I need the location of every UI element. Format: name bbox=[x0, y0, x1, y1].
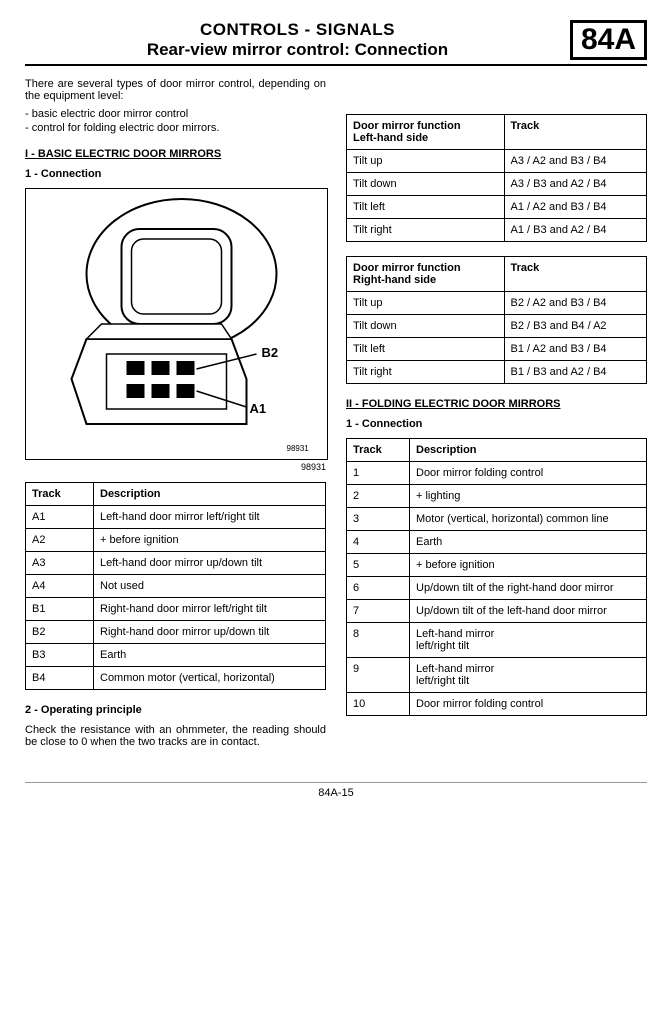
section2-head: II - FOLDING ELECTRIC DOOR MIRRORS bbox=[346, 398, 647, 410]
sub1-1: 1 - Connection bbox=[25, 168, 326, 180]
table-row: Tilt rightB1 / B3 and A2 / B4 bbox=[347, 361, 647, 384]
table-row: Tilt downA3 / B3 and A2 / B4 bbox=[347, 173, 647, 196]
table-row: 10Door mirror folding control bbox=[347, 693, 647, 716]
table-row: 2+ lighting bbox=[347, 485, 647, 508]
table-row: A4Not used bbox=[26, 575, 326, 598]
table-row: B2Right-hand door mirror up/down tilt bbox=[26, 621, 326, 644]
fold-h1: Track bbox=[347, 439, 410, 462]
header-titles: CONTROLS - SIGNALS Rear-view mirror cont… bbox=[25, 20, 570, 60]
table-row: Tilt upB2 / A2 and B3 / B4 bbox=[347, 292, 647, 315]
table-row: 3Motor (vertical, horizontal) common lin… bbox=[347, 508, 647, 531]
table-row: Tilt leftB1 / A2 and B3 / B4 bbox=[347, 338, 647, 361]
left-column: There are several types of door mirror c… bbox=[25, 78, 326, 752]
intro-text: There are several types of door mirror c… bbox=[25, 78, 326, 102]
section-code: 84A bbox=[570, 20, 647, 60]
diagram-small: 98931 bbox=[287, 444, 310, 453]
fold-table: Track Description 1Door mirror folding c… bbox=[346, 438, 647, 716]
table-row: 9Left-hand mirror left/right tilt bbox=[347, 658, 647, 693]
right-column: Door mirror function Left-hand side Trac… bbox=[346, 78, 647, 752]
table-row: Tilt downB2 / B3 and B4 / A2 bbox=[347, 315, 647, 338]
page-footer: 84A-15 bbox=[25, 782, 647, 799]
op-para: Check the resistance with an ohmmeter, t… bbox=[25, 724, 326, 748]
bullet-1: - basic electric door mirror control bbox=[25, 108, 326, 120]
section1-head: I - BASIC ELECTRIC DOOR MIRRORS bbox=[25, 148, 326, 160]
sub2-1: 1 - Connection bbox=[346, 418, 647, 430]
table-row: B1Right-hand door mirror left/right tilt bbox=[26, 598, 326, 621]
track-table: Track Description A1Left-hand door mirro… bbox=[25, 482, 326, 690]
page-header: CONTROLS - SIGNALS Rear-view mirror cont… bbox=[25, 20, 647, 66]
table-row: Tilt upA3 / A2 and B3 / B4 bbox=[347, 150, 647, 173]
columns: There are several types of door mirror c… bbox=[25, 78, 647, 752]
header-line2: Rear-view mirror control: Connection bbox=[25, 40, 570, 60]
table-row: A1Left-hand door mirror left/right tilt bbox=[26, 506, 326, 529]
diagram-caption: 98931 bbox=[25, 462, 326, 472]
func-right-table: Door mirror function Right-hand side Tra… bbox=[346, 256, 647, 384]
funcL-h1: Door mirror function Left-hand side bbox=[347, 115, 505, 150]
table-row: B3Earth bbox=[26, 644, 326, 667]
connector-svg: B2 A1 98931 bbox=[26, 189, 327, 459]
connector-diagram: B2 A1 98931 bbox=[25, 188, 328, 460]
label-b2: B2 bbox=[262, 345, 279, 360]
table-row: A3Left-hand door mirror up/down tilt bbox=[26, 552, 326, 575]
table-row: B4Common motor (vertical, horizontal) bbox=[26, 667, 326, 690]
sub1-2: 2 - Operating principle bbox=[25, 704, 326, 716]
table-row: 4Earth bbox=[347, 531, 647, 554]
table-row: 1Door mirror folding control bbox=[347, 462, 647, 485]
bullet-2: - control for folding electric door mirr… bbox=[25, 122, 326, 134]
header-line1: CONTROLS - SIGNALS bbox=[25, 20, 570, 40]
fold-h2: Description bbox=[410, 439, 647, 462]
table-row: Tilt leftA1 / A2 and B3 / B4 bbox=[347, 196, 647, 219]
funcL-h2: Track bbox=[504, 115, 646, 150]
funcR-h2: Track bbox=[504, 257, 646, 292]
table-row: 7Up/down tilt of the left-hand door mirr… bbox=[347, 600, 647, 623]
table-row: 6Up/down tilt of the right-hand door mir… bbox=[347, 577, 647, 600]
table-row: A2+ before ignition bbox=[26, 529, 326, 552]
table-row: 5+ before ignition bbox=[347, 554, 647, 577]
funcR-h1: Door mirror function Right-hand side bbox=[347, 257, 505, 292]
label-a1: A1 bbox=[250, 401, 267, 416]
track-h1: Track bbox=[26, 483, 94, 506]
table-row: 8Left-hand mirror left/right tilt bbox=[347, 623, 647, 658]
table-row: Tilt rightA1 / B3 and A2 / B4 bbox=[347, 219, 647, 242]
func-left-table: Door mirror function Left-hand side Trac… bbox=[346, 114, 647, 242]
track-h2: Description bbox=[94, 483, 326, 506]
